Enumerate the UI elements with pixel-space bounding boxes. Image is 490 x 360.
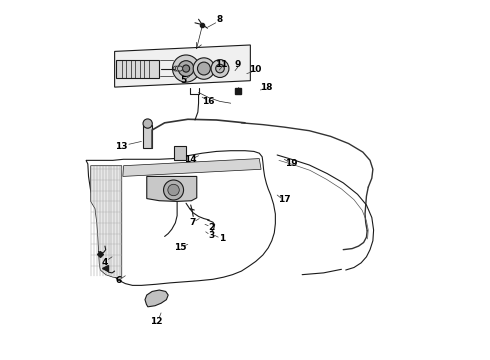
Text: 1: 1 — [219, 234, 225, 243]
Text: 4: 4 — [102, 258, 108, 267]
Text: 14: 14 — [184, 155, 197, 164]
Circle shape — [211, 60, 229, 77]
Text: 17: 17 — [278, 195, 291, 204]
Text: 11: 11 — [216, 60, 228, 69]
Polygon shape — [123, 158, 261, 176]
Polygon shape — [91, 166, 122, 278]
Polygon shape — [145, 290, 168, 307]
Circle shape — [216, 64, 224, 73]
Circle shape — [178, 61, 194, 76]
Text: 6: 6 — [115, 276, 122, 285]
Bar — [173, 146, 186, 160]
Circle shape — [173, 66, 178, 71]
Circle shape — [175, 66, 180, 71]
Text: 12: 12 — [150, 316, 163, 325]
Bar — [117, 60, 159, 78]
Circle shape — [193, 58, 215, 79]
Bar — [143, 125, 152, 148]
Text: 7: 7 — [189, 218, 196, 227]
Text: 13: 13 — [116, 141, 128, 150]
Circle shape — [168, 184, 179, 196]
Text: 15: 15 — [174, 243, 186, 252]
Circle shape — [177, 66, 182, 71]
Text: 8: 8 — [217, 15, 223, 24]
Text: 10: 10 — [249, 66, 261, 75]
Text: 5: 5 — [180, 76, 187, 85]
Polygon shape — [115, 45, 250, 87]
Polygon shape — [147, 176, 197, 202]
Text: 19: 19 — [285, 159, 298, 168]
Text: 16: 16 — [202, 97, 215, 106]
Text: 9: 9 — [235, 60, 241, 69]
Text: 2: 2 — [208, 222, 214, 231]
Circle shape — [197, 62, 210, 75]
Circle shape — [164, 180, 184, 200]
Text: 18: 18 — [260, 83, 272, 92]
Circle shape — [143, 119, 152, 128]
Text: 3: 3 — [208, 231, 214, 240]
Circle shape — [182, 65, 190, 72]
Circle shape — [172, 55, 199, 82]
